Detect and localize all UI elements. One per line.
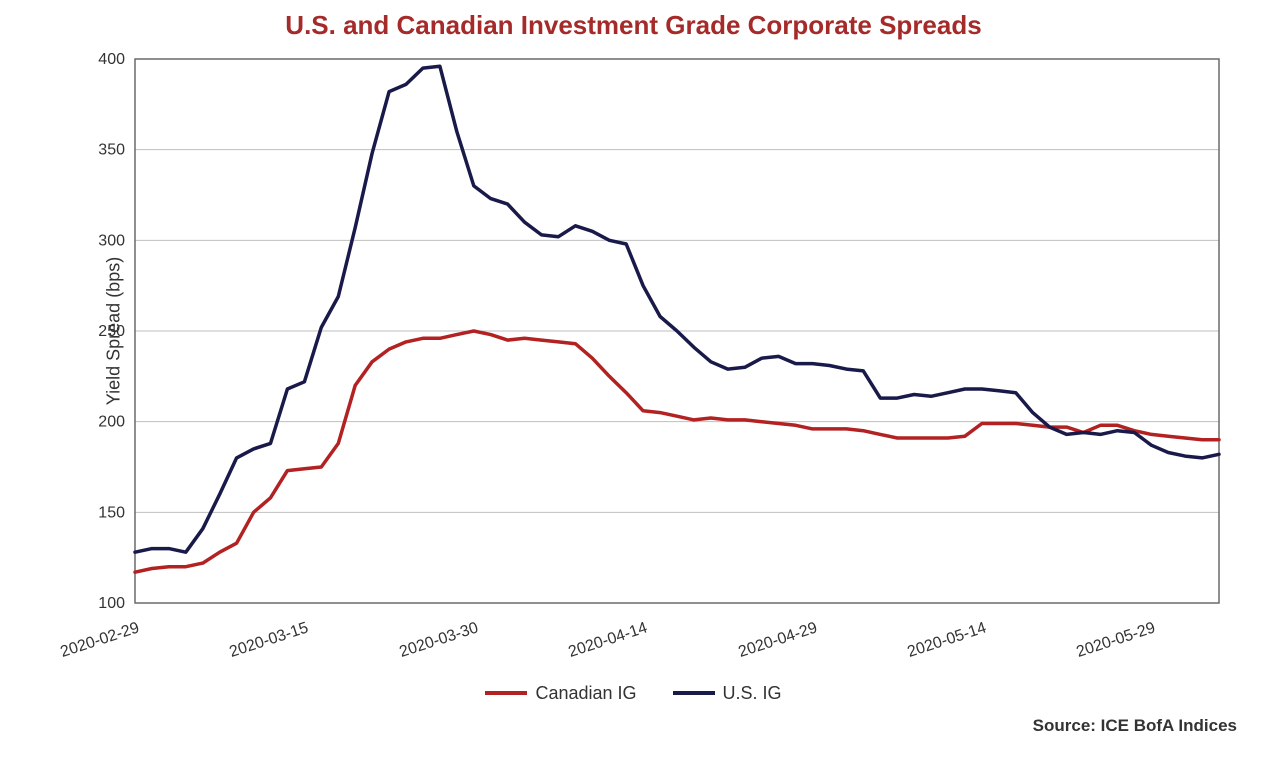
legend-swatch	[673, 691, 715, 695]
legend-label: Canadian IG	[535, 683, 636, 704]
legend-item: Canadian IG	[485, 683, 636, 704]
plot-svg: 100150200250300350400	[90, 51, 1227, 611]
y-tick-label: 400	[98, 51, 125, 68]
y-axis-label: Yield Spread (bps)	[104, 257, 125, 405]
x-tick-label: 2020-04-29	[719, 619, 820, 667]
x-axis-labels: 2020-02-292020-03-152020-03-302020-04-14…	[90, 611, 1227, 671]
x-tick-label: 2020-05-29	[1057, 619, 1158, 667]
legend-label: U.S. IG	[723, 683, 782, 704]
legend: Canadian IG U.S. IG	[20, 679, 1247, 704]
x-tick-label: 2020-02-29	[41, 619, 142, 667]
x-tick-label: 2020-05-14	[888, 619, 989, 667]
legend-swatch	[485, 691, 527, 695]
y-tick-label: 300	[98, 232, 125, 249]
chart-title: U.S. and Canadian Investment Grade Corpo…	[20, 10, 1247, 41]
plot-area: Yield Spread (bps) 100150200250300350400	[90, 51, 1227, 611]
y-tick-label: 100	[98, 595, 125, 611]
x-tick-label: 2020-03-15	[210, 619, 311, 667]
legend-item: U.S. IG	[673, 683, 782, 704]
y-tick-label: 350	[98, 142, 125, 159]
y-tick-label: 150	[98, 504, 125, 521]
chart-container: U.S. and Canadian Investment Grade Corpo…	[20, 10, 1247, 747]
x-tick-label: 2020-03-30	[380, 619, 481, 667]
x-tick-label: 2020-04-14	[549, 619, 650, 667]
source-attribution: Source: ICE BofA Indices	[20, 716, 1247, 736]
y-tick-label: 200	[98, 414, 125, 431]
